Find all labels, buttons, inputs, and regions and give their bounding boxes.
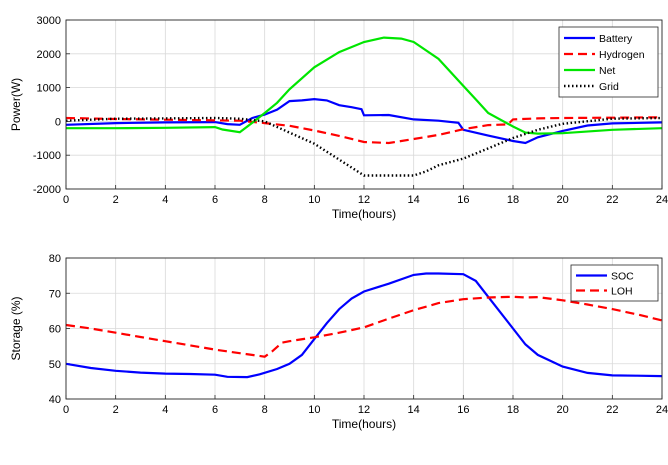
x-tick-label: 20	[557, 194, 569, 206]
legend-label-battery: Battery	[599, 33, 633, 45]
x-tick-label: 16	[457, 194, 469, 206]
y-tick-label: 1000	[37, 83, 61, 95]
x-tick-label: 0	[63, 404, 69, 416]
y-axis-label: Storage (%)	[9, 296, 23, 360]
x-tick-label: 0	[63, 194, 69, 206]
legend-label-hydrogen: Hydrogen	[599, 49, 645, 61]
x-tick-label: 8	[262, 404, 268, 416]
y-tick-label: -2000	[33, 184, 61, 196]
x-tick-label: 2	[113, 194, 119, 206]
x-tick-label: 14	[408, 194, 420, 206]
x-tick-label: 22	[606, 404, 618, 416]
series-line-soc	[66, 272, 662, 379]
y-axis-label: Power(W)	[9, 78, 23, 131]
x-tick-label: 6	[212, 194, 218, 206]
x-tick-label: 8	[262, 194, 268, 206]
axes-frame	[65, 257, 663, 400]
legend: Battery Hydrogen Net Grid	[558, 26, 659, 98]
x-tick-label: 10	[308, 194, 320, 206]
y-tick-label: 60	[49, 324, 61, 336]
series-line-battery	[66, 97, 662, 145]
x-tick-label: 10	[308, 404, 320, 416]
x-tick-label: 24	[656, 194, 668, 206]
legend-label-loh: LOH	[611, 285, 633, 297]
x-tick-label: 14	[408, 404, 420, 416]
x-tick-label: 12	[358, 404, 370, 416]
y-tick-label: 40	[49, 394, 61, 406]
storage-plot: 0 2 4 6 8 10 12 14 16 18 20 22 244050607080Time(hour…	[9, 253, 668, 431]
legend-label-net: Net	[599, 65, 615, 77]
legend-box	[570, 264, 659, 302]
x-tick-label: 4	[162, 194, 168, 206]
x-tick-label: 18	[507, 404, 519, 416]
x-axis-label: Time(hours)	[332, 207, 396, 221]
y-tick-label: 3000	[37, 15, 61, 27]
y-tick-label: -1000	[33, 150, 61, 162]
y-tick-label: 80	[49, 253, 61, 265]
y-tick-label: 70	[49, 288, 61, 300]
series-line-grid	[66, 116, 662, 177]
series-line-hydrogen	[66, 116, 662, 145]
series-line-net	[66, 36, 662, 135]
x-tick-label: 22	[606, 194, 618, 206]
legend: SOC LOH	[570, 264, 659, 302]
power-plot: 0 2 4 6 8 10 12 14 16 18 20 22 24-2000-1000010002000…	[9, 15, 668, 221]
x-tick-label: 6	[212, 404, 218, 416]
x-axis-label: Time(hours)	[332, 417, 396, 431]
x-tick-label: 12	[358, 194, 370, 206]
legend-label-soc: SOC	[611, 270, 634, 282]
x-tick-label: 20	[557, 404, 569, 416]
x-tick-label: 4	[162, 404, 168, 416]
x-tick-label: 16	[457, 404, 469, 416]
y-tick-label: 50	[49, 359, 61, 371]
axes-frame	[65, 19, 663, 190]
y-tick-label: 0	[55, 116, 61, 128]
y-tick-label: 2000	[37, 49, 61, 61]
x-tick-label: 2	[113, 404, 119, 416]
legend-label-grid: Grid	[599, 81, 619, 93]
series-line-loh	[66, 295, 662, 358]
x-tick-label: 18	[507, 194, 519, 206]
x-tick-label: 24	[656, 404, 668, 416]
